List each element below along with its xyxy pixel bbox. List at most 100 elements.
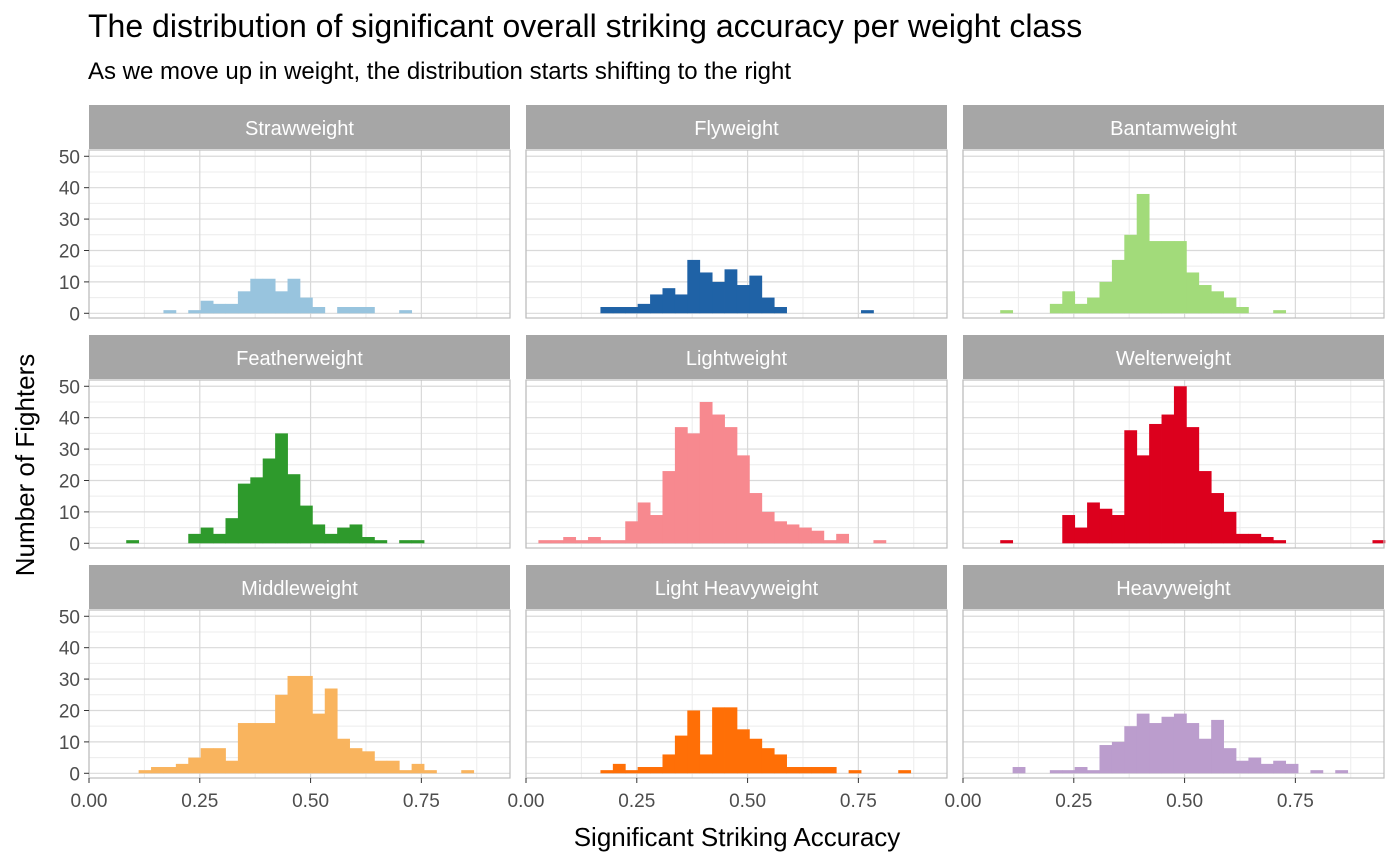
chart-subtitle: As we move up in weight, the distributio… — [88, 58, 792, 85]
histogram-bar — [299, 675, 313, 774]
panel-strip — [526, 105, 947, 149]
histogram-bar — [1062, 515, 1076, 544]
histogram-bar — [736, 729, 750, 774]
histogram-bar — [650, 515, 663, 544]
histogram-bar — [712, 707, 725, 774]
histogram-bar — [538, 540, 552, 544]
histogram-bar — [349, 307, 363, 314]
histogram-bar — [1173, 713, 1187, 774]
x-tick-label: 0.00 — [508, 791, 545, 812]
panel-border — [88, 149, 511, 319]
histogram-bar — [1223, 748, 1237, 774]
y-tick-label: 0 — [69, 764, 80, 785]
y-tick-label: 50 — [59, 147, 80, 168]
histogram-bar — [1074, 527, 1088, 544]
histogram-bar — [650, 294, 663, 314]
panel-strip — [89, 565, 510, 609]
histogram-bar — [637, 502, 651, 544]
histogram-bar — [399, 540, 413, 544]
panel-strawweight: Strawweight 0 10 20 30 40 50 — [59, 105, 511, 325]
x-tick-label: 0.25 — [618, 791, 655, 812]
histogram-bar — [724, 269, 738, 314]
panel-border — [962, 609, 1385, 779]
histogram-bar — [749, 738, 763, 774]
histogram-bar — [848, 770, 862, 774]
histogram-bar — [1235, 760, 1249, 774]
panel-lightweight: Lightweight — [525, 335, 948, 549]
histogram-bar — [612, 307, 626, 314]
histogram-bar — [637, 767, 651, 774]
x-tick-label: 0.75 — [403, 791, 440, 812]
histogram-bar — [1136, 713, 1150, 774]
panel-strip — [963, 105, 1384, 149]
panel-bantamweight: Bantamweight — [962, 105, 1385, 319]
histogram-bar — [1149, 423, 1162, 544]
histogram-bar — [411, 763, 425, 774]
histogram-bar — [761, 297, 775, 314]
y-tick-label: 30 — [59, 670, 80, 691]
histogram-bar — [411, 540, 425, 544]
y-tick-label: 20 — [59, 701, 80, 722]
histogram-bar — [674, 294, 688, 314]
histogram-bar — [337, 527, 350, 544]
histogram-bar — [1087, 502, 1100, 544]
panel-flyweight: Flyweight — [525, 105, 948, 319]
histogram-bar — [588, 537, 601, 544]
histogram-bar — [1000, 540, 1014, 544]
histogram-bar — [237, 291, 251, 314]
histogram-bar — [1124, 430, 1138, 544]
histogram-bar — [1173, 386, 1187, 544]
histogram-bar — [225, 760, 239, 774]
histogram-bar — [1074, 767, 1088, 774]
histogram-bar — [749, 275, 763, 314]
histogram-bar — [1186, 272, 1200, 314]
histogram-bar — [712, 281, 725, 314]
histogram-bar — [1273, 310, 1287, 314]
histogram-bar — [287, 474, 301, 544]
y-tick-label: 40 — [59, 409, 80, 430]
histogram-bar — [674, 735, 688, 774]
panel-strip — [963, 335, 1384, 379]
histogram-bar — [662, 754, 676, 774]
panel-heavyweight: Heavyweight 0.00 0.25 0.50 0.75 — [945, 565, 1385, 812]
histogram-bar — [1161, 241, 1175, 314]
panel-border — [525, 149, 948, 319]
histogram-bar — [287, 675, 301, 774]
histogram-bar — [1099, 508, 1113, 544]
y-tick-label: 20 — [59, 471, 80, 492]
histogram-bar — [774, 754, 787, 774]
histogram-bar — [736, 285, 750, 314]
histogram-bar — [200, 300, 214, 314]
panel-strip — [526, 335, 947, 379]
histogram-bar — [399, 770, 413, 774]
histogram-bar — [836, 533, 850, 544]
panel-border — [962, 379, 1385, 549]
histogram-bar — [213, 533, 226, 544]
histogram-bar — [1248, 533, 1262, 544]
histogram-bar — [1211, 493, 1224, 544]
histogram-bar — [575, 540, 589, 544]
histogram-bar — [774, 521, 787, 544]
histogram-bar — [786, 524, 800, 544]
histogram-bar — [1149, 723, 1162, 774]
histogram-bar — [1111, 259, 1125, 314]
histogram-bar — [175, 763, 189, 774]
panel-strip-label: Welterweight — [1116, 348, 1232, 370]
histogram-bar — [1111, 741, 1125, 774]
histogram-bar — [798, 767, 812, 774]
histogram-bar — [262, 723, 276, 774]
histogram-bar — [1099, 281, 1113, 314]
x-tick-label: 0.50 — [729, 791, 766, 812]
histogram-bar — [349, 748, 363, 774]
histogram-bar — [337, 738, 350, 774]
x-tick-label: 0.25 — [181, 791, 218, 812]
y-tick-label: 30 — [59, 210, 80, 231]
y-tick-label: 30 — [59, 440, 80, 461]
panel-strip — [89, 105, 510, 149]
x-tick-label: 0.50 — [1166, 791, 1203, 812]
histogram-bar — [687, 710, 701, 774]
histogram-bar — [600, 770, 614, 774]
histogram-bar — [1198, 738, 1212, 774]
histogram-bar — [637, 303, 651, 314]
